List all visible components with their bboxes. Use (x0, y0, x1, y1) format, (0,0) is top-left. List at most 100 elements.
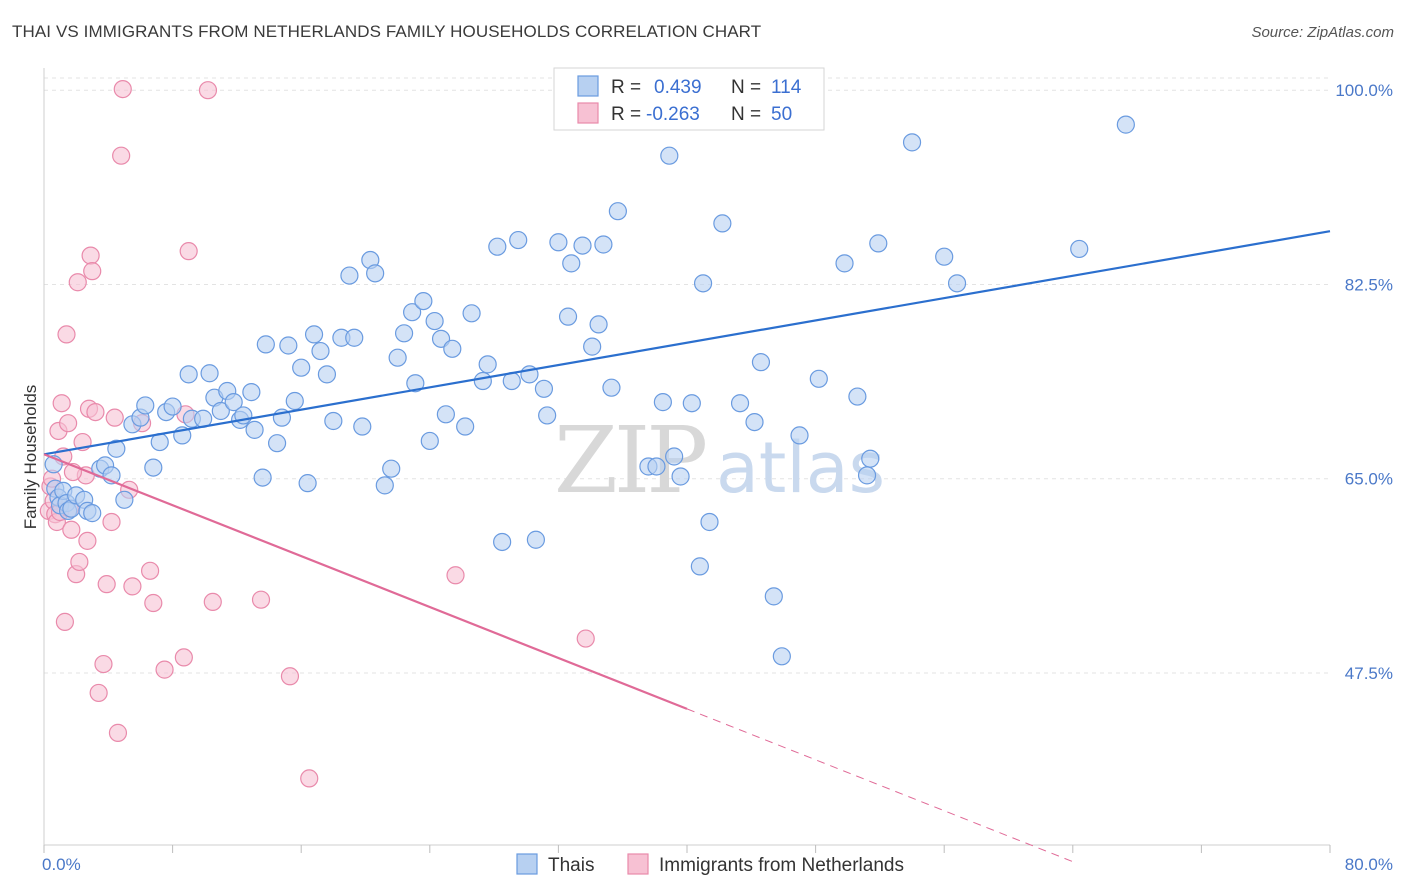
point-thais-58 (394, 324, 414, 343)
point-thais-81 (562, 254, 581, 273)
legend-n-value-thais: 114 (771, 77, 802, 98)
point-thais-96 (693, 274, 713, 293)
point-thais-19 (136, 396, 155, 415)
point-thais-39 (267, 434, 287, 453)
point-thais-79 (549, 233, 568, 252)
trend-lines (43, 230, 1331, 863)
point-thais-43 (292, 358, 311, 377)
y-tick-label-3: 100.0% (1335, 81, 1393, 100)
point-thais-105 (809, 369, 828, 388)
legend-n-label-thais: N = (731, 77, 761, 98)
point-thais-11 (83, 504, 102, 523)
point-netherlands-47 (446, 566, 465, 585)
legend-n-value-netherlands: 50 (771, 104, 792, 125)
point-thais-94 (682, 394, 701, 413)
point-netherlands-38 (155, 660, 174, 679)
bottom-legend-label-netherlands: Immigrants from Netherlands (659, 855, 904, 876)
point-thais-90 (653, 393, 672, 412)
point-thais-57 (388, 348, 407, 367)
point-thais-42 (285, 391, 304, 411)
legend-r-label-netherlands: R = (611, 104, 641, 125)
point-netherlands-36 (140, 561, 160, 580)
point-thais-99 (730, 394, 750, 413)
legend-n-label-netherlands: N = (731, 104, 761, 125)
point-thais-108 (861, 449, 880, 468)
point-thais-63 (425, 311, 444, 331)
point-netherlands-45 (280, 667, 300, 686)
point-netherlands-29 (105, 408, 124, 427)
bottom-legend-swatch-netherlands (627, 853, 649, 875)
point-netherlands-34 (123, 577, 142, 596)
point-thais-95 (690, 557, 709, 576)
point-thais-65 (436, 405, 455, 424)
point-netherlands-41 (179, 242, 198, 261)
point-thais-74 (509, 230, 528, 250)
point-thais-44 (298, 474, 317, 493)
point-thais-93 (671, 467, 690, 486)
point-netherlands-10 (55, 612, 74, 631)
point-thais-15 (107, 439, 126, 458)
point-thais-46 (311, 341, 330, 361)
point-netherlands-20 (78, 531, 97, 550)
point-thais-37 (253, 468, 272, 487)
point-thais-83 (583, 337, 602, 356)
point-thais-78 (538, 406, 557, 425)
point-thais-45 (304, 325, 324, 344)
points-thais (44, 115, 1135, 666)
point-thais-102 (764, 587, 783, 606)
point-netherlands-30 (108, 723, 128, 742)
point-thais-60 (406, 374, 425, 393)
point-thais-115 (1116, 115, 1135, 134)
legend-swatch-netherlands (577, 102, 599, 124)
watermark-zip: ZIP (554, 407, 705, 514)
point-thais-77 (534, 379, 554, 398)
y-tick-label-0: 47.5% (1345, 664, 1393, 683)
point-thais-98 (713, 214, 732, 233)
point-netherlands-32 (113, 79, 132, 99)
series-legend: Thais Immigrants from Netherlands (516, 853, 904, 876)
y-axis-label: Family Households (21, 385, 40, 530)
point-netherlands-39 (174, 648, 193, 667)
point-thais-92 (665, 447, 684, 466)
point-netherlands-28 (102, 512, 121, 532)
point-thais-97 (700, 512, 719, 532)
point-thais-106 (835, 254, 854, 273)
point-thais-82 (573, 236, 592, 255)
x-tick-label-0: 0.0% (42, 855, 81, 874)
legend-r-label-thais: R = (611, 77, 641, 98)
point-thais-51 (345, 328, 364, 347)
point-thais-25 (179, 365, 198, 384)
point-thais-54 (366, 264, 385, 283)
legend-r-value-thais: 0.439 (654, 77, 702, 98)
point-thais-114 (1070, 239, 1089, 259)
chart-source: Source: ZipAtlas.com (1251, 24, 1394, 41)
point-thais-72 (493, 532, 512, 552)
bottom-legend-swatch-thais (516, 853, 538, 875)
point-netherlands-14 (62, 520, 81, 539)
correlation-legend: R = 0.439 N = 114 R = -0.263 N = 50 (553, 67, 825, 131)
y-tick-label-1: 65.0% (1345, 470, 1393, 489)
point-thais-48 (324, 411, 343, 431)
point-thais-30 (211, 401, 230, 421)
point-thais-70 (478, 355, 497, 374)
point-netherlands-37 (144, 593, 163, 613)
point-thais-111 (902, 133, 922, 152)
point-thais-32 (224, 393, 243, 412)
point-netherlands-46 (300, 769, 319, 788)
points-netherlands (39, 79, 595, 788)
point-netherlands-11 (57, 325, 76, 344)
point-thais-36 (245, 420, 264, 439)
point-thais-68 (462, 304, 481, 323)
bottom-legend-label-thais: Thais (548, 855, 594, 876)
legend-box (553, 67, 825, 131)
point-netherlands-16 (68, 273, 87, 292)
point-thais-52 (353, 417, 372, 436)
point-thais-91 (660, 146, 679, 165)
point-thais-113 (947, 274, 967, 293)
point-netherlands-26 (94, 654, 113, 674)
point-netherlands-8 (52, 394, 71, 413)
point-thais-59 (403, 303, 422, 322)
point-netherlands-31 (112, 146, 131, 165)
trend-line-netherlands (43, 453, 688, 710)
